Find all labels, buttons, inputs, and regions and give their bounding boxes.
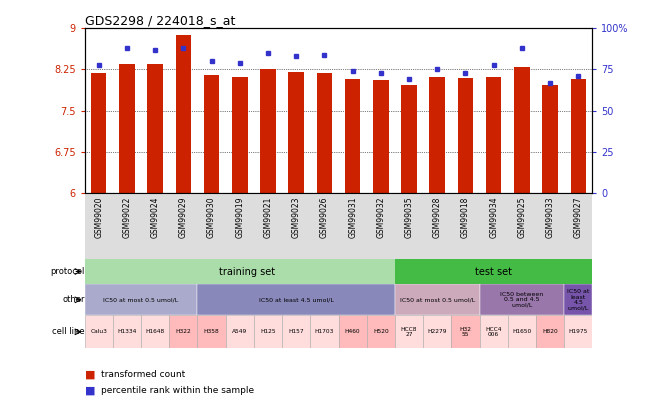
Text: transformed count: transformed count [101,370,185,379]
Text: H460: H460 [345,329,361,335]
Text: H322: H322 [176,329,191,335]
Text: test set: test set [475,266,512,277]
Text: GSM99022: GSM99022 [122,196,132,238]
Text: IC50 between
0.5 and 4.5
umol/L: IC50 between 0.5 and 4.5 umol/L [500,292,544,308]
Text: H520: H520 [373,329,389,335]
Bar [91,73,107,193]
Text: IC50 at most 0.5 umol/L: IC50 at most 0.5 umol/L [104,297,178,303]
Bar [508,315,536,348]
Bar [564,284,592,315]
Bar [169,315,197,348]
Bar [395,315,423,348]
Text: H125: H125 [260,329,276,335]
Text: other: other [62,295,85,304]
Bar [85,259,395,284]
Bar [486,77,501,193]
Bar [85,284,197,315]
Text: GSM99032: GSM99032 [376,196,385,238]
Bar [451,315,480,348]
Bar [288,72,304,193]
Bar [147,64,163,193]
Text: GSM99033: GSM99033 [546,196,555,238]
Text: IC50 at
least
4.5
umol/L: IC50 at least 4.5 umol/L [567,289,590,311]
Bar [232,77,247,193]
Text: H358: H358 [204,329,219,335]
Bar [514,67,530,193]
Text: GSM99020: GSM99020 [94,196,104,238]
Bar [197,284,395,315]
Text: GSM99021: GSM99021 [264,196,273,238]
Bar [542,85,558,193]
Bar [367,315,395,348]
Bar [119,64,135,193]
Text: A549: A549 [232,329,247,335]
Text: training set: training set [219,266,275,277]
Bar [395,284,480,315]
Bar [480,284,564,315]
Bar [423,315,451,348]
Bar [85,315,113,348]
Text: H2279: H2279 [428,329,447,335]
Bar [373,81,389,193]
Text: cell line: cell line [52,327,85,336]
Bar [430,77,445,193]
Text: H1650: H1650 [512,329,531,335]
Text: protocol: protocol [50,267,85,276]
Bar [260,70,276,193]
Bar [570,79,586,193]
Text: GSM99031: GSM99031 [348,196,357,238]
Text: H820: H820 [542,329,558,335]
Bar [226,315,254,348]
Text: GSM99026: GSM99026 [320,196,329,238]
Text: GSM99030: GSM99030 [207,196,216,238]
Bar [564,315,592,348]
Text: ■: ■ [85,386,95,396]
Text: GDS2298 / 224018_s_at: GDS2298 / 224018_s_at [85,14,235,27]
Text: GSM99027: GSM99027 [574,196,583,238]
Bar [113,315,141,348]
Text: GSM99034: GSM99034 [489,196,498,238]
Text: GSM99018: GSM99018 [461,196,470,238]
Text: H157: H157 [288,329,304,335]
Bar [401,85,417,193]
Bar [480,315,508,348]
Text: H1703: H1703 [314,329,334,335]
Bar [316,73,332,193]
Bar [458,78,473,193]
Text: H1334: H1334 [117,329,137,335]
Text: ■: ■ [85,370,95,379]
Text: GSM99028: GSM99028 [433,196,442,238]
Text: GSM99023: GSM99023 [292,196,301,238]
Text: GSM99025: GSM99025 [518,196,527,238]
Bar [204,75,219,193]
Bar [254,315,282,348]
Text: Calu3: Calu3 [90,329,107,335]
Text: HCC4
006: HCC4 006 [486,327,502,337]
Text: GSM99029: GSM99029 [179,196,188,238]
Bar [345,79,361,193]
Text: H1648: H1648 [146,329,165,335]
Bar [311,315,339,348]
Bar [282,315,311,348]
Bar [395,259,592,284]
Text: GSM99035: GSM99035 [404,196,413,238]
Text: H1975: H1975 [568,329,588,335]
Text: IC50 at least 4.5 umol/L: IC50 at least 4.5 umol/L [258,297,334,303]
Bar [176,35,191,193]
Bar [339,315,367,348]
Bar [536,315,564,348]
Bar [197,315,226,348]
Text: percentile rank within the sample: percentile rank within the sample [101,386,254,395]
Text: GSM99024: GSM99024 [150,196,159,238]
Text: IC50 at most 0.5 umol/L: IC50 at most 0.5 umol/L [400,297,475,303]
Text: HCC8
27: HCC8 27 [401,327,417,337]
Text: GSM99019: GSM99019 [235,196,244,238]
Bar [141,315,169,348]
Text: H32
55: H32 55 [460,327,471,337]
